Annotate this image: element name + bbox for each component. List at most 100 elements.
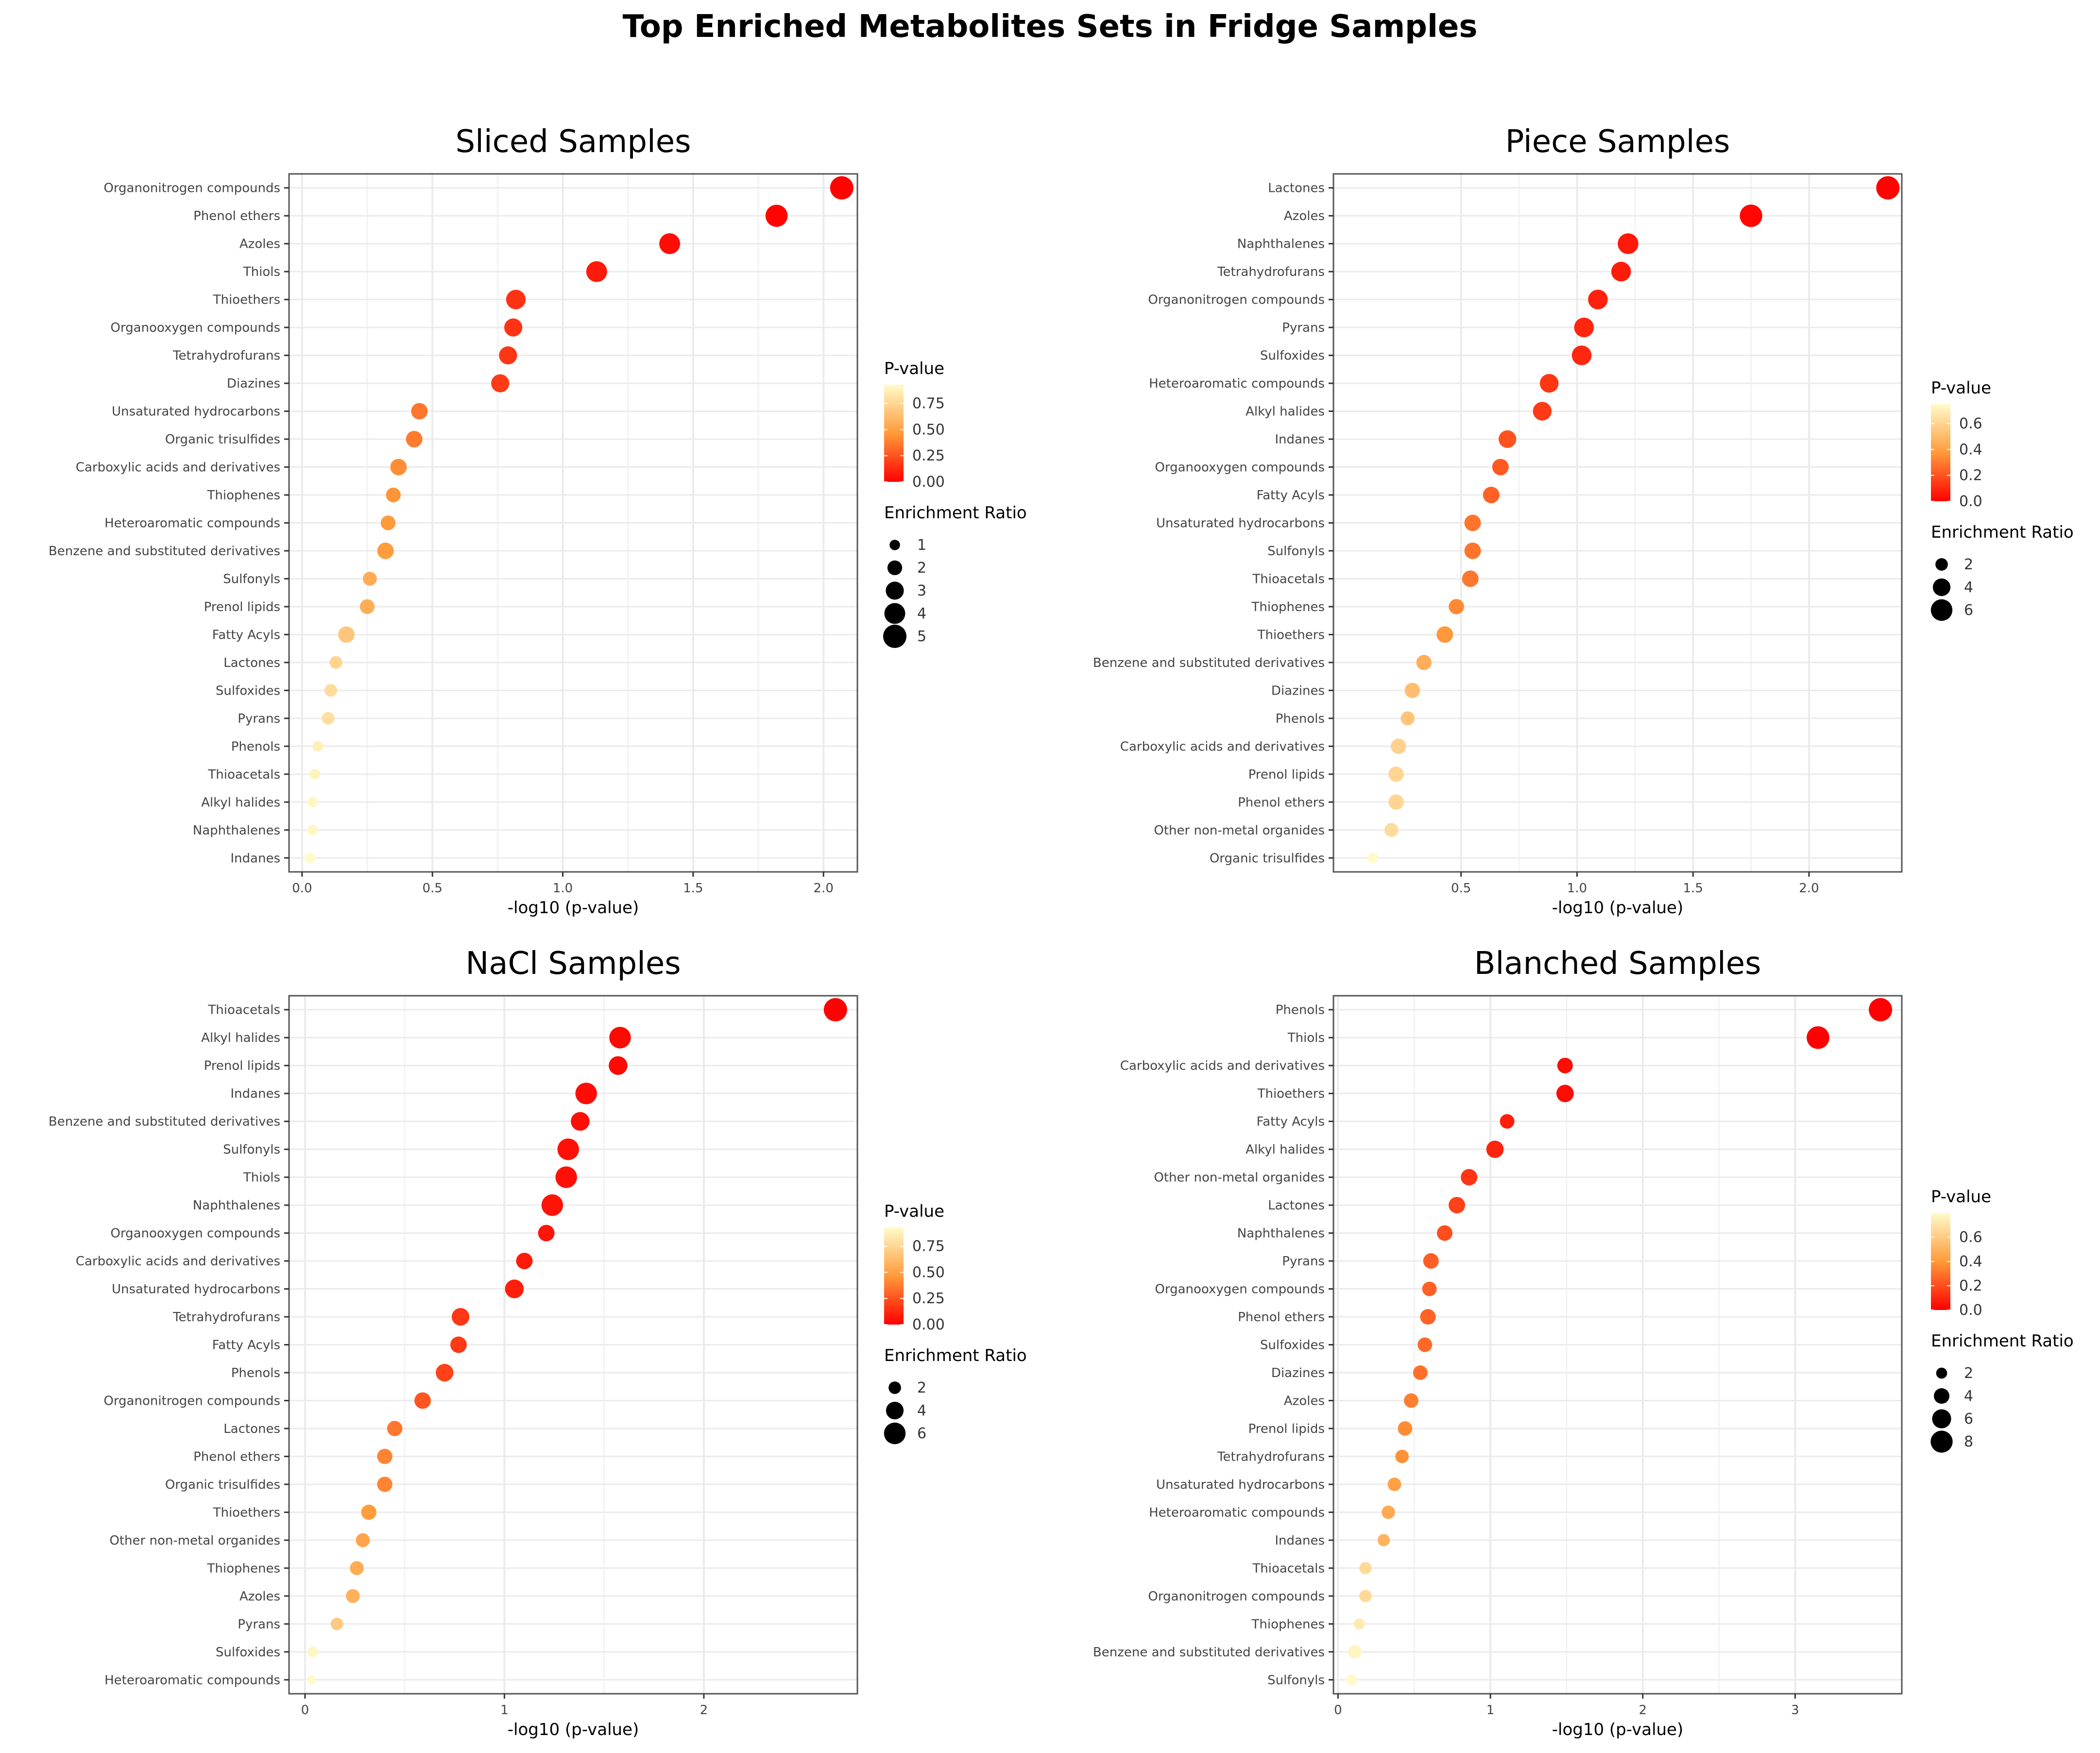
- y-tick-label: Carboxylic acids and derivatives: [76, 460, 280, 475]
- y-tick-label: Organooxygen compounds: [110, 321, 280, 335]
- data-point: [659, 233, 681, 255]
- y-tick-label: Thiophenes: [1251, 1617, 1325, 1632]
- y-tick-label: Thioacetals: [207, 1003, 280, 1018]
- x-tick-label: 1: [1486, 1703, 1495, 1718]
- pvalue-colorbar: [884, 1227, 904, 1325]
- size-legend-label: 2: [917, 560, 926, 577]
- y-tick-label: Organooxygen compounds: [110, 1226, 280, 1241]
- y-tick-label: Benzene and substituted derivatives: [49, 1115, 280, 1129]
- data-point: [386, 487, 401, 503]
- data-point: [1464, 543, 1481, 559]
- data-point: [406, 431, 423, 448]
- y-tick-label: Diazines: [1271, 683, 1325, 698]
- data-point: [575, 1082, 597, 1105]
- data-point: [516, 1253, 533, 1270]
- colorbar-tick-label: 0.75: [912, 395, 945, 412]
- y-tick-label: Tetrahydrofurans: [172, 1310, 280, 1325]
- y-tick-label: Thiophenes: [1251, 600, 1325, 614]
- data-point: [377, 1477, 393, 1492]
- data-point: [1400, 711, 1415, 726]
- size-legend-circle: [1932, 578, 1951, 596]
- y-tick-label: Phenol ethers: [1238, 1310, 1325, 1325]
- size-legend-circle: [1932, 1409, 1951, 1429]
- data-point: [1618, 233, 1639, 254]
- data-point: [1384, 823, 1399, 837]
- data-point: [823, 998, 847, 1021]
- data-point: [1359, 1590, 1372, 1602]
- y-tick-label: Organonitrogen compounds: [1148, 293, 1325, 307]
- y-tick-label: Other non-metal organides: [1154, 1171, 1325, 1185]
- data-point: [1404, 1393, 1418, 1408]
- panel-0: Sliced Samples Organonitrogen compounds Ph…: [49, 124, 1027, 918]
- data-point: [491, 374, 510, 392]
- y-tick-label: Sulfoxides: [216, 683, 280, 698]
- size-legend-circle: [1930, 599, 1953, 621]
- size-legend-circle: [1936, 1367, 1947, 1379]
- panel-title: Sliced Samples: [455, 124, 691, 160]
- size-legend-title: Enrichment Ratio: [1931, 523, 2074, 542]
- y-tick-label: Organooxygen compounds: [1155, 1282, 1325, 1297]
- x-tick-label: 0: [1334, 1703, 1342, 1718]
- y-tick-label: Sulfonyls: [1267, 1673, 1325, 1687]
- data-point: [451, 1308, 470, 1326]
- y-tick-label: Carboxylic acids and derivatives: [76, 1254, 280, 1269]
- size-legend-label: 6: [1964, 1411, 1973, 1428]
- data-point: [1574, 317, 1594, 338]
- y-tick-label: Benzene and substituted derivatives: [1093, 1645, 1325, 1660]
- size-legend-circle: [883, 625, 906, 648]
- y-tick-label: Organic trisulfides: [165, 1478, 280, 1492]
- size-legend-circle: [886, 581, 904, 600]
- x-tick-label: 3: [1791, 1703, 1799, 1718]
- x-tick-label: 2.0: [1799, 881, 1819, 896]
- panel-title: NaCl Samples: [465, 946, 681, 982]
- y-tick-label: Thioacetals: [1252, 1561, 1325, 1576]
- y-tick-label: Heteroaromatic compounds: [104, 516, 280, 531]
- y-tick-label: Azoles: [1284, 209, 1325, 223]
- colorbar-tick-label: 0.00: [912, 474, 945, 491]
- y-tick-label: Lactones: [1268, 181, 1325, 196]
- data-point: [1417, 1337, 1433, 1352]
- data-point: [1423, 1253, 1439, 1269]
- size-legend-label: 4: [917, 605, 926, 622]
- data-point: [450, 1336, 467, 1353]
- x-tick-label: 1.5: [1683, 881, 1703, 896]
- panel-2: NaCl Samples Thioacetals Alkyl halides Pren…: [49, 946, 1027, 1739]
- pvalue-colorbar: [884, 385, 904, 482]
- data-point: [322, 712, 335, 725]
- y-tick-label: Alkyl halides: [1246, 405, 1325, 419]
- y-tick-label: Heteroaromatic compounds: [104, 1673, 280, 1687]
- y-tick-label: Organic trisulfides: [1210, 851, 1325, 866]
- y-tick-label: Diazines: [227, 376, 280, 391]
- x-axis-label: -log10 (p-value): [508, 1720, 639, 1739]
- x-tick-label: 1.0: [1567, 881, 1587, 896]
- data-point: [309, 769, 321, 780]
- y-tick-label: Alkyl halides: [1246, 1142, 1325, 1157]
- data-point: [1499, 430, 1517, 448]
- y-tick-label: Indanes: [230, 851, 280, 866]
- data-point: [1377, 1534, 1390, 1547]
- data-point: [765, 204, 788, 227]
- y-tick-label: Prenol lipids: [204, 600, 280, 614]
- panel-title: Blanched Samples: [1474, 946, 1761, 982]
- colorbar-tick-label: 0.4: [1959, 441, 1982, 458]
- y-tick-label: Phenols: [231, 739, 280, 754]
- data-point: [1464, 514, 1481, 531]
- y-tick-label: Fatty Acyls: [212, 628, 280, 642]
- data-point: [436, 1363, 454, 1382]
- colorbar-tick-label: 0.2: [1959, 467, 1982, 484]
- data-point: [1436, 1225, 1452, 1241]
- colorbar-tick-label: 0.0: [1959, 493, 1982, 510]
- y-tick-label: Indanes: [1275, 432, 1325, 447]
- data-point: [1486, 1140, 1504, 1158]
- data-point: [1500, 1114, 1515, 1129]
- data-point: [1398, 1421, 1413, 1436]
- y-tick-label: Naphthalenes: [193, 823, 280, 838]
- y-tick-label: Thiophenes: [207, 1561, 281, 1576]
- data-point: [1387, 1478, 1401, 1491]
- x-tick-label: 1.5: [683, 881, 703, 896]
- x-axis-label: -log10 (p-value): [1552, 1720, 1684, 1739]
- y-tick-label: Tetrahydrofurans: [1217, 265, 1325, 279]
- y-tick-label: Naphthalenes: [1237, 1226, 1325, 1241]
- x-tick-label: 0.0: [292, 881, 312, 896]
